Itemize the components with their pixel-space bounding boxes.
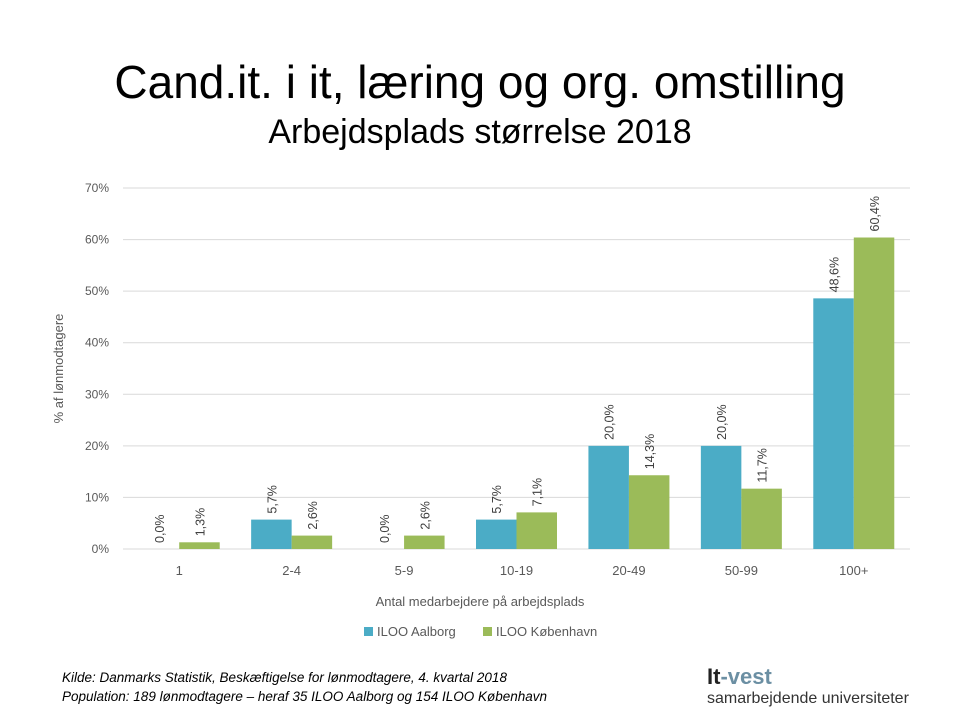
- bar-aalborg: [813, 298, 854, 549]
- y-tick-label: 10%: [85, 490, 109, 504]
- y-tick-label: 40%: [85, 336, 109, 350]
- data-label: 0,0%: [153, 515, 167, 544]
- data-label: 0,0%: [378, 515, 392, 544]
- logo-tagline: samarbejdende universiteter: [707, 690, 909, 707]
- legend-swatch: [364, 627, 373, 636]
- y-axis-label: % af lønmodtagere: [51, 314, 66, 424]
- data-label: 2,6%: [418, 501, 432, 530]
- bar-aalborg: [476, 519, 517, 549]
- data-label: 11,7%: [756, 448, 770, 483]
- data-label: 48,6%: [828, 257, 842, 292]
- x-tick-label: 1: [176, 563, 183, 578]
- chart-subtitle: Arbejdsplads størrelse 2018: [268, 113, 692, 151]
- y-tick-label: 60%: [85, 233, 109, 247]
- bar-aalborg: [700, 445, 742, 549]
- bar-kobenhavn: [179, 542, 220, 549]
- bar-kobenhavn: [291, 535, 333, 549]
- source-note: Kilde: Danmarks Statistik, Beskæftigelse…: [62, 670, 507, 685]
- data-label: 5,7%: [265, 485, 279, 514]
- legend-label: ILOO Aalborg: [377, 624, 456, 639]
- it-vest-logo: It-vest: [707, 664, 772, 690]
- x-axis-label: Antal medarbejdere på arbejdsplads: [376, 594, 585, 609]
- x-tick-label: 100+: [839, 563, 868, 578]
- bar-aalborg: [588, 445, 629, 549]
- population-note: Population: 189 lønmodtagere – heraf 35 …: [62, 689, 548, 704]
- bar-kobenhavn: [404, 535, 445, 549]
- x-tick-label: 10-19: [500, 563, 533, 578]
- data-label: 1,3%: [193, 508, 207, 537]
- data-label: 2,6%: [306, 501, 320, 530]
- y-tick-label: 20%: [85, 439, 109, 453]
- bar-kobenhavn: [628, 475, 670, 549]
- x-tick-label: 5-9: [395, 563, 414, 578]
- x-tick-label: 2-4: [282, 563, 301, 578]
- data-label: 5,7%: [490, 485, 504, 514]
- data-label: 14,3%: [643, 434, 657, 469]
- data-label: 20,0%: [603, 404, 617, 439]
- legend-label: ILOO København: [496, 624, 597, 639]
- bar-kobenhavn: [516, 512, 557, 549]
- y-tick-label: 70%: [85, 181, 109, 195]
- logo-text-vest: -vest: [720, 664, 772, 689]
- legend-swatch: [483, 627, 492, 636]
- y-tick-label: 50%: [85, 284, 109, 298]
- logo-text-it: It: [707, 664, 721, 689]
- chart-title: Cand.it. i it, læring og org. omstilling: [114, 56, 846, 108]
- data-label: 20,0%: [715, 404, 729, 439]
- bar-kobenhavn: [741, 488, 782, 549]
- bar-aalborg: [251, 519, 292, 549]
- data-label: 60,4%: [868, 196, 882, 231]
- bar-kobenhavn: [853, 237, 895, 549]
- y-tick-label: 30%: [85, 387, 109, 401]
- y-tick-label: 0%: [92, 542, 110, 556]
- data-label: 7,1%: [531, 478, 545, 507]
- x-tick-label: 20-49: [612, 563, 645, 578]
- x-tick-label: 50-99: [725, 563, 758, 578]
